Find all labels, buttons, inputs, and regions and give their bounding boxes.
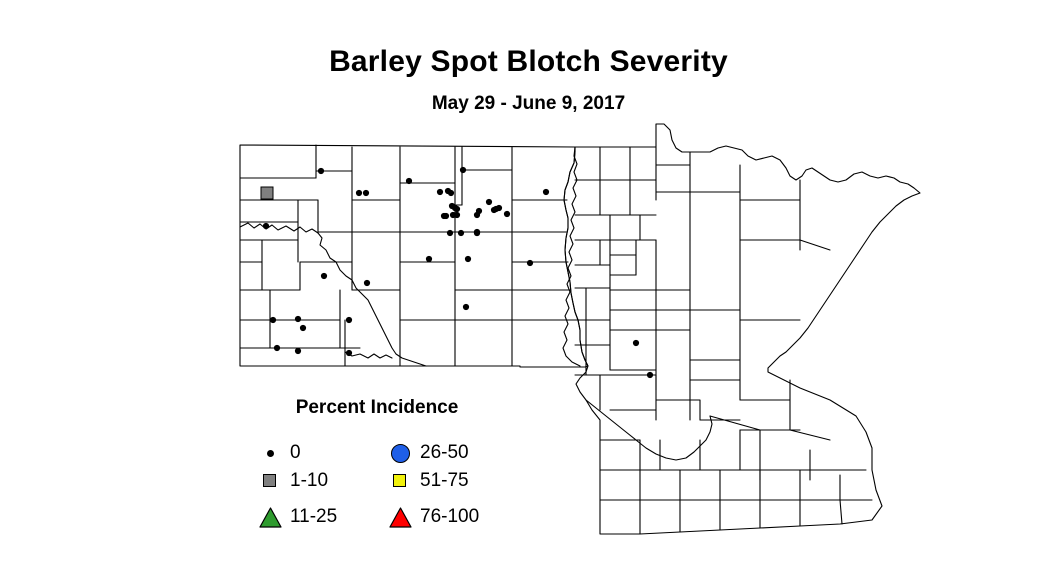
legend-item-label: 51-75 (420, 470, 469, 491)
map-data-point (405, 177, 413, 185)
circle-glyph (391, 444, 410, 463)
map-data-point (345, 316, 353, 324)
dot-symbol-icon (258, 440, 284, 466)
map-data-point (495, 204, 503, 212)
map-data-point (362, 189, 370, 197)
triangle-symbol-icon (388, 504, 414, 530)
map-data-point (317, 167, 325, 175)
page-subtitle: May 29 - June 9, 2017 (431, 93, 626, 114)
square-symbol-icon (388, 468, 414, 494)
map-data-point (355, 189, 363, 197)
map-data-point (473, 229, 481, 237)
map-data-point (453, 205, 461, 213)
triangle-glyph (259, 507, 282, 528)
legend-title: Percent Incidence (295, 397, 459, 418)
map-data-point (462, 303, 470, 311)
map-data-point (425, 255, 433, 263)
legend-item-label: 0 (290, 442, 301, 463)
map-data-point (320, 272, 328, 280)
map-data-point (447, 189, 455, 197)
map-data-point (473, 211, 481, 219)
data-point-layer (260, 166, 654, 379)
square-symbol-icon (258, 468, 284, 494)
square-glyph (393, 474, 406, 487)
map-data-point (294, 347, 302, 355)
map-data-point (464, 255, 472, 263)
legend-item-label: 11-25 (290, 506, 338, 527)
map-data-point (269, 316, 277, 324)
map-data-point (294, 315, 302, 323)
page-title: Barley Spot Blotch Severity (329, 45, 728, 78)
map-data-point (260, 186, 274, 200)
map-data-point (457, 229, 465, 237)
triangle-glyph (389, 507, 412, 528)
map-data-point (503, 210, 511, 218)
legend-item-label: 76-100 (420, 506, 480, 527)
square-glyph (263, 474, 276, 487)
map-data-point (632, 339, 640, 347)
map-data-point (262, 222, 270, 230)
triangle-symbol-icon (258, 504, 284, 530)
map-data-point (526, 259, 534, 267)
map-data-point (485, 198, 493, 206)
map-data-point (459, 166, 467, 174)
legend-item-label: 26-50 (420, 442, 469, 463)
map-data-point (345, 349, 353, 357)
map-data-point (490, 206, 498, 214)
legend-item-label: 1-10 (290, 470, 329, 491)
map-data-point (273, 344, 281, 352)
map-data-point (363, 279, 371, 287)
map-data-point (542, 188, 550, 196)
map-data-point (446, 229, 454, 237)
map-data-point (299, 324, 307, 332)
map-data-point (436, 188, 444, 196)
dot-glyph (267, 450, 274, 457)
map-data-point (453, 211, 461, 219)
map-data-point (440, 212, 448, 220)
legend: Percent Incidence 0 1-10 11-25 26-50 51-75 76… (246, 396, 526, 546)
circle-symbol-icon (388, 440, 414, 466)
map-data-point (646, 371, 654, 379)
